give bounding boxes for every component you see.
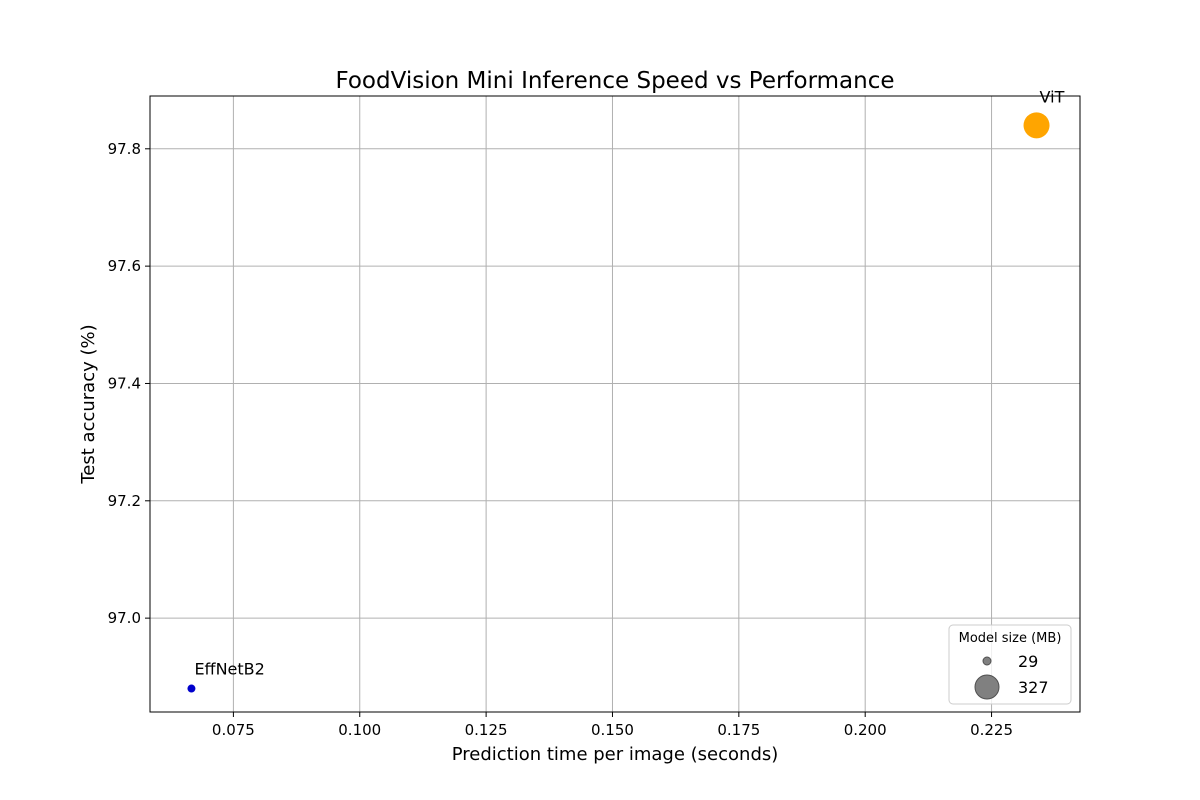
- point-label-effnetb2: EffNetB2: [194, 660, 264, 679]
- x-tick-label: 0.200: [844, 721, 887, 739]
- y-axis-ticks: 97.0 97.2 97.4 97.6 97.8: [108, 140, 150, 627]
- x-tick-label: 0.075: [212, 721, 255, 739]
- scatter-point-effnetb2: [187, 684, 196, 693]
- y-tick-label: 97.0: [108, 609, 141, 627]
- legend-label-large: 327: [1018, 678, 1049, 697]
- scatter-point-vit: [1023, 112, 1050, 139]
- x-tick-label: 0.125: [465, 721, 508, 739]
- x-axis-label: Prediction time per image (seconds): [452, 744, 779, 765]
- legend-marker-small: [982, 656, 992, 666]
- legend-marker-large: [974, 674, 1000, 700]
- x-axis-ticks: 0.075 0.100 0.125 0.150 0.175 0.200 0.225: [212, 712, 1013, 739]
- data-points: EffNetB2 ViT: [187, 87, 1065, 693]
- chart-title: FoodVision Mini Inference Speed vs Perfo…: [335, 68, 894, 94]
- y-tick-label: 97.6: [108, 257, 141, 275]
- legend-label-small: 29: [1018, 652, 1038, 671]
- point-label-vit: ViT: [1040, 87, 1065, 106]
- x-tick-label: 0.175: [717, 721, 760, 739]
- y-tick-label: 97.2: [108, 492, 141, 510]
- y-tick-label: 97.4: [108, 374, 141, 392]
- grid-lines: [150, 96, 1080, 712]
- x-tick-label: 0.225: [970, 721, 1013, 739]
- legend: Model size (MB) 29 327: [948, 624, 1072, 705]
- plot-frame: [149, 95, 1081, 713]
- x-tick-label: 0.100: [338, 721, 381, 739]
- y-axis-label: Test accuracy (%): [78, 324, 99, 484]
- legend-title: Model size (MB): [959, 631, 1062, 646]
- y-tick-label: 97.8: [108, 140, 141, 158]
- x-tick-label: 0.150: [591, 721, 634, 739]
